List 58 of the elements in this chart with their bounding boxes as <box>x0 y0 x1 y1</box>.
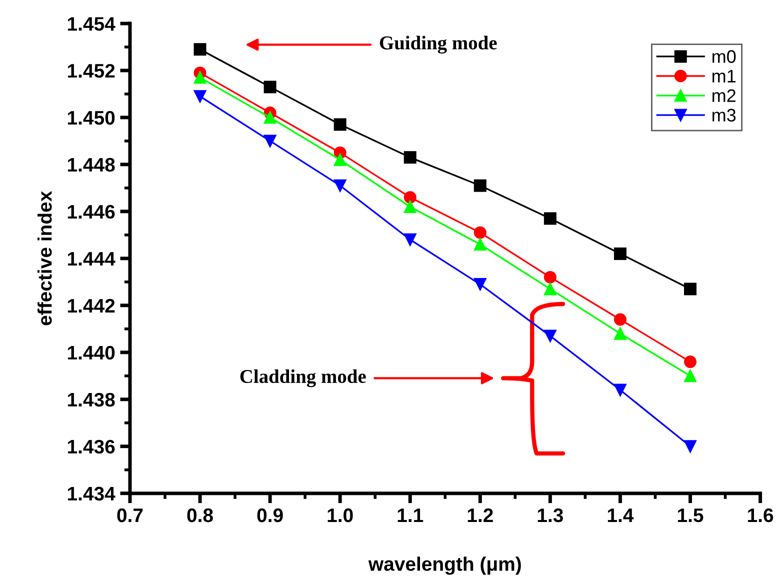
y-tick-label: 1.452 <box>68 64 115 78</box>
point <box>684 282 697 296</box>
point <box>684 356 697 368</box>
y-tick-label: 1.436 <box>68 440 115 454</box>
annotation: Guiding mode <box>380 36 497 54</box>
point <box>544 212 556 225</box>
x-tick-label: 0.7 <box>117 508 143 522</box>
point <box>544 330 556 342</box>
y-tick-label: 1.448 <box>68 158 115 172</box>
point <box>544 270 556 284</box>
x-tick-label: 1.1 <box>398 508 424 522</box>
point <box>474 238 486 251</box>
point <box>404 151 416 164</box>
x-tick-label: 1.2 <box>468 508 493 522</box>
point <box>404 233 416 246</box>
point <box>474 179 486 192</box>
x-tick-label: 1.0 <box>328 508 353 522</box>
x-tick-label: 1.5 <box>678 508 704 522</box>
point <box>684 440 697 453</box>
x-tick-label: 0.8 <box>187 508 213 522</box>
x-tick-label: 1.4 <box>608 508 634 522</box>
point <box>264 111 276 124</box>
point <box>194 43 206 56</box>
point <box>264 134 276 148</box>
legend-label: m1 <box>712 70 736 82</box>
y-axis-title: effective index <box>38 191 52 326</box>
point <box>194 90 206 103</box>
point <box>544 282 556 296</box>
point <box>194 71 206 84</box>
x-axis-title: wavelength (μm) <box>368 556 521 575</box>
point <box>264 80 276 94</box>
x-tick-label: 1.6 <box>748 508 774 522</box>
point <box>684 370 697 382</box>
legend-label: m0 <box>712 50 736 63</box>
y-tick-label: 1.454 <box>68 17 116 31</box>
point <box>404 191 416 204</box>
point <box>474 278 486 291</box>
y-tick-label: 1.446 <box>68 204 115 219</box>
x-tick-label: 1.3 <box>538 508 563 522</box>
point <box>614 327 626 340</box>
point <box>614 313 626 326</box>
point <box>334 154 346 166</box>
point <box>614 247 626 260</box>
y-tick-label: 1.434 <box>68 486 116 501</box>
annotation: Cladding mode <box>240 369 366 388</box>
point <box>474 226 486 239</box>
legend-label: m2 <box>712 89 736 102</box>
y-tick-label: 1.444 <box>68 252 116 266</box>
y-tick-label: 1.438 <box>68 392 115 407</box>
y-tick-label: 1.440 <box>68 346 115 360</box>
point <box>614 384 626 396</box>
x-tick-label: 0.9 <box>257 508 283 522</box>
point <box>334 118 346 131</box>
legend-label: m3 <box>712 108 736 122</box>
y-tick-label: 1.442 <box>68 298 115 312</box>
y-tick-label: 1.450 <box>68 110 115 125</box>
point <box>404 200 416 213</box>
point <box>334 179 346 192</box>
